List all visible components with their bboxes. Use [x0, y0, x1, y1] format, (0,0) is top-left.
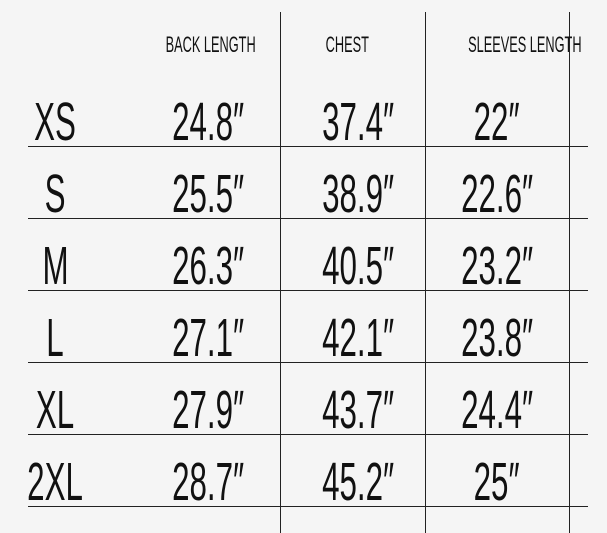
row-divider	[28, 362, 588, 363]
cell-size: XL	[35, 380, 75, 440]
cell-back-length: 28.7″	[171, 452, 245, 512]
column-divider	[425, 12, 426, 533]
column-divider	[280, 12, 281, 533]
header-sleeves-length: SLEEVES LENGTH	[468, 32, 582, 57]
cell-back-length: 26.3″	[171, 236, 245, 296]
cell-back-length: 24.8″	[171, 92, 245, 152]
cell-sleeves-length: 22″	[474, 92, 520, 152]
header-back-length: BACK LENGTH	[165, 32, 256, 57]
cell-back-length: 27.1″	[171, 308, 245, 368]
cell-chest: 40.5″	[321, 236, 395, 296]
cell-size: 2XL	[27, 452, 83, 512]
cell-sleeves-length: 23.2″	[460, 236, 534, 296]
cell-back-length: 25.5″	[171, 164, 245, 224]
cell-sleeves-length: 25″	[474, 452, 520, 512]
cell-chest: 45.2″	[321, 452, 395, 512]
row-divider	[28, 290, 588, 291]
cell-size: S	[44, 164, 66, 224]
column-divider	[569, 12, 570, 533]
row-divider	[28, 146, 588, 147]
cell-size: L	[46, 308, 64, 368]
header-chest: CHEST	[325, 32, 369, 57]
row-divider	[28, 218, 588, 219]
cell-chest: 43.7″	[321, 380, 395, 440]
cell-sleeves-length: 22.6″	[460, 164, 534, 224]
cell-size: XS	[34, 92, 76, 152]
cell-chest: 42.1″	[321, 308, 395, 368]
cell-sleeves-length: 23.8″	[460, 308, 534, 368]
cell-back-length: 27.9″	[171, 380, 245, 440]
cell-sleeves-length: 24.4″	[460, 380, 534, 440]
row-divider	[28, 506, 588, 507]
cell-chest: 38.9″	[321, 164, 395, 224]
cell-size: M	[41, 236, 69, 296]
cell-chest: 37.4″	[321, 92, 395, 152]
row-divider	[28, 434, 588, 435]
